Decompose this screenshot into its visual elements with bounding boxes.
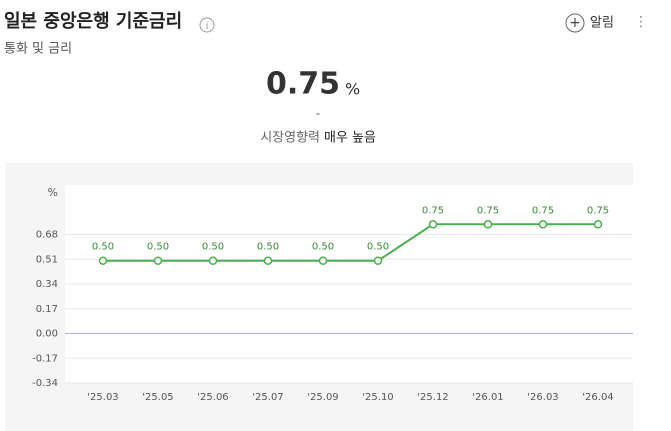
y-tick-label: 0.51 [36,254,58,265]
info-icon[interactable] [199,17,215,33]
alarm-label[interactable]: 알림 [590,16,614,31]
x-tick-label: '26.01 [472,392,503,403]
impact-label: 시장영향력 [260,131,320,146]
y-tick-label: 0.68 [36,230,58,241]
y-tick-label: -0.17 [32,353,58,364]
more-menu[interactable]: ⋮ [634,14,648,30]
impact: 매우 높음 [324,131,376,146]
alarm-plus: + [569,15,581,31]
point [428,220,438,229]
point [318,256,328,265]
point [208,256,218,265]
value-label: 0.50 [312,242,334,253]
point [593,220,603,229]
point [373,256,383,265]
x-tick-label: '25.07 [252,392,283,403]
x-tick-label: '25.06 [197,392,228,403]
x-tick-label: '25.12 [417,392,448,403]
alarm-icon[interactable] [565,13,585,33]
value-label: 0.50 [92,242,114,253]
point [538,220,548,229]
x-tick-label: '25.03 [87,392,118,403]
y-tick-label: 0.00 [36,329,58,340]
current-unit: % [345,80,360,99]
point [153,256,163,265]
point [483,220,493,229]
series-line [103,223,598,262]
y-tick-label: 0.17 [36,304,58,315]
x-tick-label: '26.03 [527,392,558,403]
current-value: 0.75 [266,67,340,102]
value-label: 0.50 [257,242,279,253]
value-label: 0.75 [532,205,554,216]
y-tick-label: 0.34 [36,279,58,290]
value-label: 0.75 [422,205,444,216]
point [98,256,108,265]
point [263,256,273,265]
title: 일본 중앙은행 기준금리 [4,11,182,32]
value-label: 0.75 [477,205,499,216]
x-tick-label: '25.10 [362,392,393,403]
x-tick-label: '25.05 [142,392,173,403]
y-tick-label: -0.34 [32,378,58,389]
change: - [316,107,320,121]
value-label: 0.50 [147,242,169,253]
y-unit: % [48,186,58,199]
subtitle: 통화 및 금리 [4,42,72,57]
value-label: 0.50 [367,242,389,253]
value-label: 0.50 [202,242,224,253]
info-icon-glyph: i [206,21,209,32]
x-tick-label: '25.09 [307,392,338,403]
value-label: 0.75 [587,205,609,216]
x-tick-label: '26.04 [582,392,613,403]
